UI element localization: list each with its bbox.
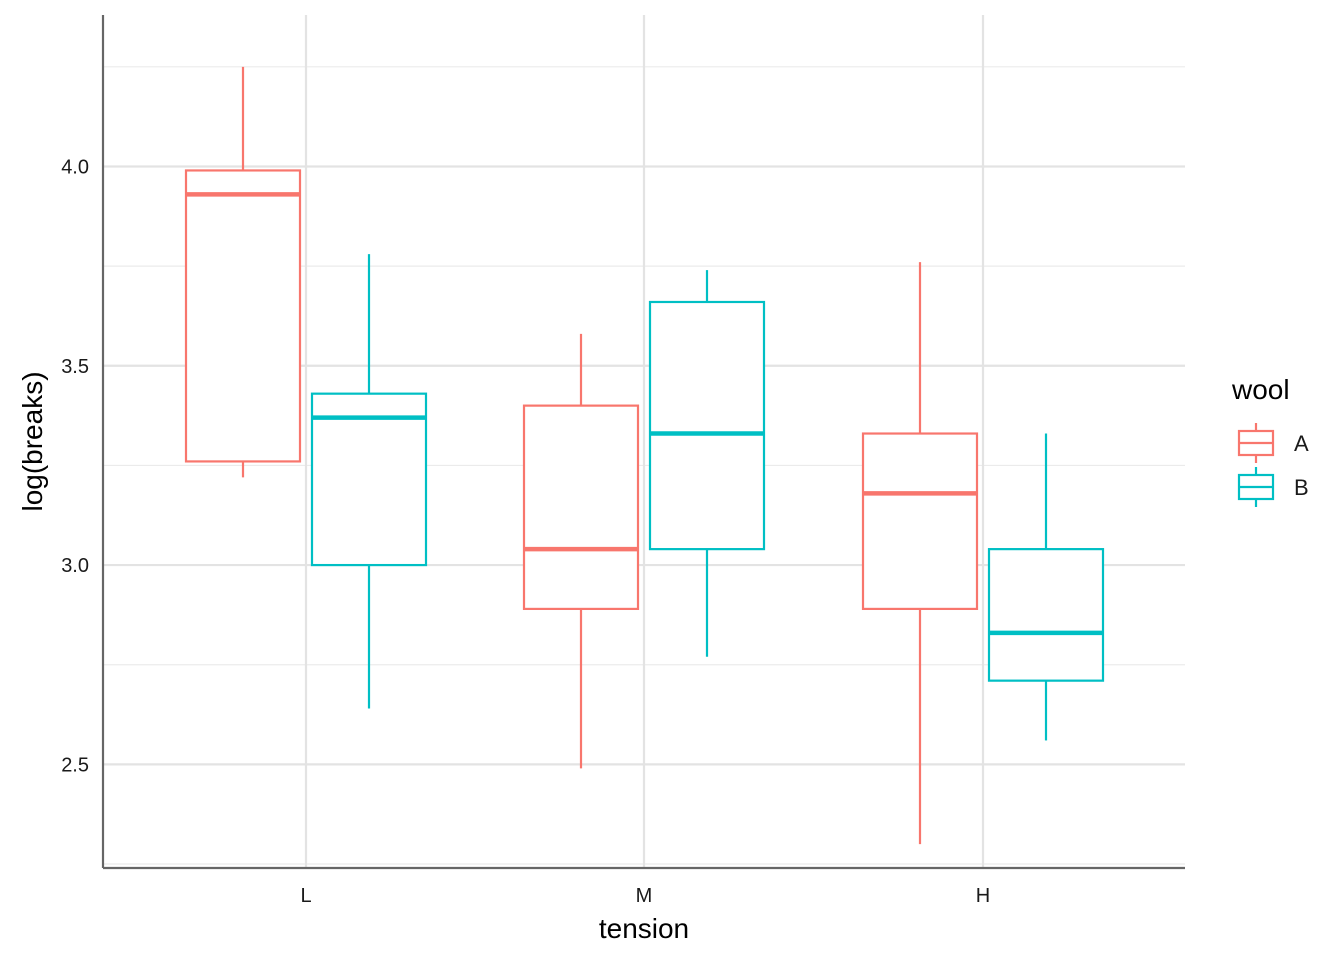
legend-label-B: B [1294,475,1309,500]
y-tick-label: 2.5 [61,754,89,776]
x-tick-label: L [300,885,311,907]
x-tick-label: M [636,885,653,907]
y-tick-label: 3.0 [61,555,89,577]
legend-key-A [1237,423,1275,463]
y-tick-label: 4.0 [61,156,89,178]
y-tick-label: 3.5 [61,356,89,378]
legend: wool AB [1231,374,1309,507]
box-body [184,169,302,463]
box-A-M [522,333,640,769]
axes [101,15,1185,870]
y-axis-title: log(breaks) [17,371,48,511]
legend-title: wool [1231,374,1290,405]
box-series [184,66,1105,845]
legend-label-A: A [1294,431,1309,456]
box-body [310,392,428,567]
box-A-L [184,66,302,478]
box-B-M [648,270,766,657]
box-body [648,300,766,551]
box-A-H [861,262,979,845]
box-body [522,404,640,611]
box-body [861,432,979,611]
box-B-H [987,433,1105,741]
box-B-L [310,254,428,709]
x-tick-label: H [976,885,990,907]
x-axis-title: tension [599,913,689,944]
major-gridlines [103,15,1185,868]
y-tick-labels: 2.5 3.0 3.5 4.0 [61,156,89,776]
legend-key-B [1237,467,1275,507]
box-body [987,548,1105,682]
